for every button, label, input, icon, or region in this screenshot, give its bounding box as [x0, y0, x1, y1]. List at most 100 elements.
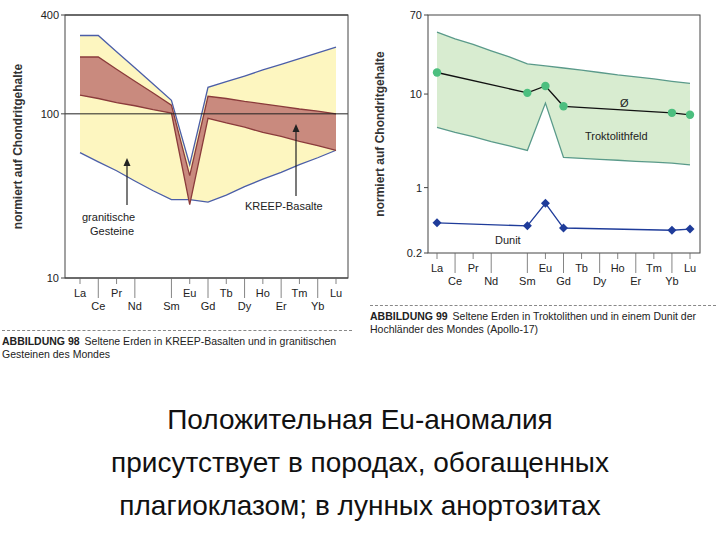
x-tick-label: Pr: [111, 287, 122, 299]
band-lower: [80, 95, 336, 204]
x-tick-label: Yb: [665, 275, 678, 287]
plot-bg: [65, 15, 348, 278]
x-tick: [116, 278, 117, 284]
marker: [667, 226, 676, 235]
y-tick-label: 0.2: [407, 247, 422, 259]
y-tick-label: 1: [416, 182, 422, 194]
y-tick-label: 400: [41, 9, 59, 21]
x-tick: [563, 253, 564, 273]
x-tick-label: La: [431, 262, 444, 274]
y-tick: [424, 253, 428, 254]
x-tick-label: Gd: [556, 275, 571, 287]
figure-caption: ABBILDUNG 99Seltene Erden in Troktolithe…: [370, 305, 716, 336]
x-tick-label: Nd: [128, 300, 142, 312]
band-fill: [80, 57, 336, 205]
series-label: Dunit: [495, 234, 521, 246]
marker: [433, 68, 441, 76]
x-tick: [473, 253, 474, 259]
x-tick: [617, 253, 618, 259]
x-tick-label: Ho: [256, 287, 270, 299]
chart-1: 0.211070LaCePrNdSmEuGdTbDyHoErTmYbLunorm…: [373, 9, 700, 287]
x-tick: [226, 278, 227, 284]
x-tick: [336, 278, 337, 284]
y-axis-label: normiert auf Chondritgehalte: [11, 64, 25, 230]
plot-bg: [428, 15, 700, 253]
x-tick: [527, 253, 528, 273]
x-tick-label: Gd: [201, 300, 216, 312]
y-tick-label: 70: [410, 9, 422, 21]
x-tick: [189, 278, 190, 284]
slide-line: присутствует в породах, обогащенных: [0, 441, 720, 484]
x-tick: [545, 253, 546, 259]
y-tick-label: 10: [47, 272, 59, 284]
plot-data: [437, 32, 690, 165]
band-lower: [80, 150, 336, 202]
x-tick: [171, 278, 172, 298]
x-tick-label: Eu: [539, 262, 552, 274]
y-tick: [424, 15, 428, 16]
y-axis-label: normiert auf Chondritgehalte: [373, 51, 387, 217]
marker: [686, 111, 694, 119]
annotation-arrow: [295, 130, 296, 196]
marker: [686, 225, 695, 234]
plot-data: [80, 36, 336, 205]
x-tick-label: Tb: [575, 262, 588, 274]
caption-number: ABBILDUNG 99: [370, 310, 448, 322]
series-line: [437, 73, 690, 115]
annotation-line: granitische: [82, 211, 135, 223]
band-lower: [437, 103, 690, 165]
x-tick: [244, 278, 245, 298]
series-label: Ø: [620, 97, 629, 109]
y-tick: [424, 94, 428, 95]
y-tick: [424, 187, 428, 188]
y-tick: [61, 278, 65, 279]
x-tick: [437, 253, 438, 259]
marker: [559, 224, 568, 233]
x-tick: [690, 253, 691, 259]
x-tick-label: Tm: [646, 262, 662, 274]
plot-lines: [433, 68, 695, 234]
x-tick: [98, 278, 99, 298]
x-tick-label: Ho: [611, 262, 625, 274]
x-tick: [455, 253, 456, 273]
series-label: Troktolithfeld: [585, 130, 648, 142]
slide-text: Положительная Eu-аномалияприсутствует в …: [0, 398, 720, 527]
x-tick: [134, 278, 135, 298]
x-tick: [653, 253, 654, 259]
chart-0: 10100400LaCePrNdSmEuGdTbDyHoErTmYbLunorm…: [11, 9, 348, 312]
x-tick-label: Sm: [163, 300, 180, 312]
x-tick-label: Lu: [330, 287, 342, 299]
x-tick: [317, 278, 318, 298]
y-tick: [61, 113, 65, 114]
y-tick-label: 100: [41, 108, 59, 120]
arrow-head: [124, 158, 131, 166]
annotation-arrow: [126, 164, 127, 205]
x-tick-label: Er: [276, 300, 287, 312]
x-tick-label: Lu: [684, 262, 696, 274]
arrow-head: [293, 124, 300, 132]
plot-frame: [428, 15, 700, 253]
y-tick-label: 10: [410, 88, 422, 100]
x-tick-label: Er: [630, 275, 641, 287]
x-tick-label: Eu: [183, 287, 196, 299]
marker: [541, 199, 550, 208]
x-tick: [262, 278, 263, 284]
x-tick: [208, 278, 209, 298]
marker: [523, 221, 532, 230]
x-tick-label: Sm: [519, 275, 536, 287]
x-tick-label: Tb: [220, 287, 233, 299]
x-tick: [671, 253, 672, 273]
grid-line: [65, 113, 348, 114]
x-tick-label: Yb: [311, 300, 324, 312]
x-tick: [599, 253, 600, 273]
band-upper: [437, 32, 690, 83]
marker: [668, 109, 676, 117]
plot-frame: [65, 15, 348, 278]
marker: [541, 82, 549, 90]
x-tick-label: Ce: [448, 275, 462, 287]
caption-number: ABBILDUNG 98: [2, 335, 80, 347]
x-tick-label: Dy: [238, 300, 252, 312]
annotation-line: KREEP-Basalte: [245, 200, 323, 212]
x-tick: [491, 253, 492, 273]
x-tick-label: La: [74, 287, 87, 299]
